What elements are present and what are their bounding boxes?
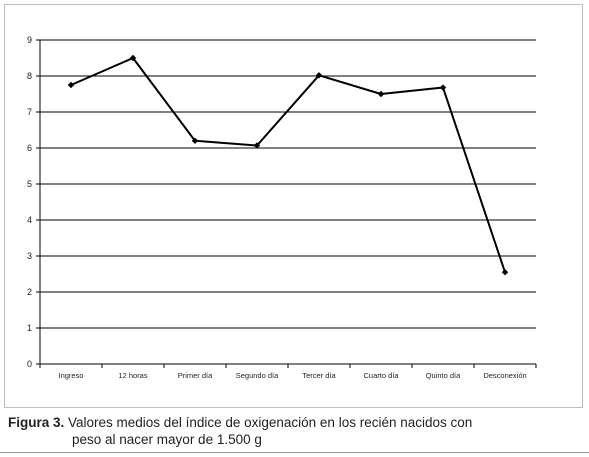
data-point-3	[253, 142, 261, 149]
caption-text-line1: Valores medios del índice de oxigenación…	[64, 415, 473, 430]
data-point-2	[191, 137, 199, 144]
y-tick-label-4: 4	[27, 215, 32, 225]
data-point-1	[129, 54, 137, 62]
data-point-0	[67, 81, 75, 89]
y-tick-label-2: 2	[27, 287, 32, 297]
y-tick-label-9: 9	[27, 35, 32, 45]
bottom-rule	[0, 452, 589, 453]
y-tick-label-3: 3	[27, 251, 32, 261]
series-line-0	[70, 57, 506, 273]
data-point-5	[377, 90, 385, 98]
x-tick-label-7: Desconexión	[483, 371, 526, 380]
y-tick-label-5: 5	[27, 179, 32, 189]
data-point-4	[315, 72, 323, 79]
line-chart: 0 1 2 3 4 5 6 7 8 9 Ingreso 12 horas Primer día Segun…	[27, 35, 537, 380]
x-tick-label-1: 12 horas	[118, 371, 147, 380]
y-tick-label-7: 7	[27, 107, 32, 117]
data-point-7	[501, 269, 509, 276]
caption-text-line2: peso al nacer mayor de 1.500 g	[72, 432, 262, 447]
x-tick-label-5: Cuarto día	[363, 371, 399, 380]
y-tick-label-8: 8	[27, 71, 32, 81]
x-tick-label-3: Segundo día	[236, 371, 279, 380]
data-point-6	[439, 84, 447, 91]
x-tick-label-0: Ingreso	[58, 371, 83, 380]
x-tick-label-4: Tercer día	[302, 371, 336, 380]
y-tick-label-6: 6	[27, 143, 32, 153]
figure-caption: Figura 3. Valores medios del índice de o…	[8, 414, 578, 448]
x-tick-label-6: Quinto día	[426, 371, 461, 380]
y-tick-label-0: 0	[27, 359, 32, 369]
x-tick-label-2: Primer día	[178, 371, 213, 380]
y-tick-label-1: 1	[27, 323, 32, 333]
chart-frame	[4, 4, 583, 408]
caption-label: Figura 3.	[8, 415, 65, 430]
